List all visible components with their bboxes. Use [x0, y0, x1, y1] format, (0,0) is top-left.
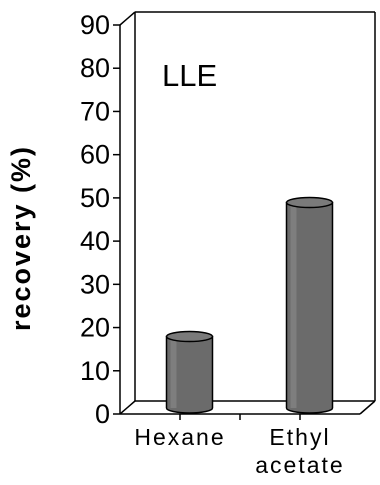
y-tick: 50	[80, 183, 120, 213]
y-tick: 20	[80, 313, 120, 343]
y-tick-label: 90	[80, 10, 110, 40]
y-tick-label: 70	[80, 96, 110, 126]
plot-frame	[119, 11, 376, 415]
y-axis-label: recovery (%)	[6, 145, 36, 331]
y-tick: 10	[80, 356, 120, 386]
y-tick-label: 60	[80, 140, 110, 170]
y-tick-label: 10	[80, 356, 110, 386]
y-tick: 0	[95, 399, 120, 429]
y-tick-label: 40	[80, 226, 110, 256]
chart-annotation: LLE	[162, 58, 217, 93]
y-tick-label: 80	[80, 53, 110, 83]
x-tick-label: Hexane	[134, 424, 225, 450]
y-tick-label: 20	[80, 313, 110, 343]
y-tick: 90	[80, 10, 120, 40]
y-axis: 0 10 20 30 40 50 60 70 80 90	[80, 10, 120, 429]
y-tick-label: 30	[80, 269, 110, 299]
y-tick: 80	[80, 53, 120, 83]
x-tick-label: acetate	[255, 452, 344, 478]
y-tick: 30	[80, 269, 120, 299]
y-tick: 70	[80, 96, 120, 126]
y-tick: 40	[80, 226, 120, 256]
bar	[285, 196, 334, 414]
bars	[165, 196, 334, 414]
y-tick-label: 0	[95, 399, 110, 429]
y-tick-label: 50	[80, 183, 110, 213]
x-tick-label: Ethyl	[269, 424, 330, 450]
bar	[165, 330, 214, 414]
y-tick: 60	[80, 140, 120, 170]
